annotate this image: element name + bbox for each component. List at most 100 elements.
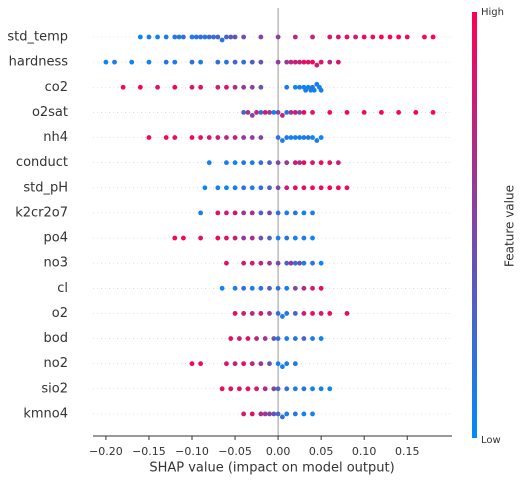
point xyxy=(310,311,315,316)
point xyxy=(275,59,281,65)
point xyxy=(379,109,384,115)
point xyxy=(249,59,255,65)
feature-label: std_temp xyxy=(7,30,68,45)
point xyxy=(275,185,281,191)
point xyxy=(236,336,242,341)
point xyxy=(258,135,264,140)
point xyxy=(189,361,195,367)
point xyxy=(103,59,109,65)
point xyxy=(275,235,281,241)
point xyxy=(198,235,204,241)
point xyxy=(271,109,277,115)
point xyxy=(297,109,303,115)
point xyxy=(318,311,324,316)
point xyxy=(430,34,436,40)
point xyxy=(318,386,324,392)
x-tick-label: −0.20 xyxy=(89,445,123,458)
point xyxy=(275,411,281,417)
point xyxy=(310,411,315,417)
point xyxy=(318,135,324,140)
point xyxy=(163,34,169,40)
point xyxy=(292,336,298,341)
point xyxy=(301,285,307,291)
feature-label: no3 xyxy=(44,256,68,271)
point xyxy=(258,210,264,216)
point xyxy=(292,311,298,316)
point xyxy=(327,185,333,191)
point xyxy=(267,285,272,291)
point xyxy=(215,210,221,216)
point xyxy=(232,361,238,367)
feature-label: po4 xyxy=(44,231,68,246)
point xyxy=(241,285,247,291)
point xyxy=(172,34,178,40)
point xyxy=(275,285,281,291)
point xyxy=(258,185,264,191)
point xyxy=(318,336,324,341)
point xyxy=(236,386,242,392)
point xyxy=(241,34,247,40)
point xyxy=(232,311,238,316)
point xyxy=(258,34,264,40)
point xyxy=(301,311,307,316)
point xyxy=(249,235,255,241)
point xyxy=(370,34,376,40)
point xyxy=(206,34,212,40)
point xyxy=(280,364,285,370)
point xyxy=(275,336,281,341)
feature-label: nh4 xyxy=(43,130,68,145)
point xyxy=(344,109,350,115)
point xyxy=(310,235,315,241)
point xyxy=(155,84,160,90)
point xyxy=(211,34,216,40)
point xyxy=(271,386,277,392)
point xyxy=(396,109,402,115)
point xyxy=(297,84,303,90)
point xyxy=(258,260,264,266)
point xyxy=(245,336,251,341)
point xyxy=(284,311,290,316)
point xyxy=(224,260,229,266)
point xyxy=(267,160,272,166)
point xyxy=(344,34,350,40)
point xyxy=(327,34,333,40)
point xyxy=(146,34,152,40)
point xyxy=(249,311,255,316)
point xyxy=(224,160,229,166)
point xyxy=(219,285,225,291)
point xyxy=(215,34,221,40)
point xyxy=(318,87,324,93)
point xyxy=(137,84,143,90)
point xyxy=(275,160,281,166)
point xyxy=(301,260,307,266)
point xyxy=(267,210,272,216)
point xyxy=(249,260,255,266)
point xyxy=(198,361,204,367)
point xyxy=(262,109,268,115)
x-tick-label: 0.10 xyxy=(352,445,377,458)
point xyxy=(258,109,264,115)
point xyxy=(301,160,307,166)
point xyxy=(241,135,247,140)
feature-label: conduct xyxy=(16,155,68,170)
point xyxy=(275,210,281,216)
point xyxy=(172,84,178,90)
point xyxy=(318,185,324,191)
point xyxy=(422,34,427,40)
point xyxy=(292,34,298,40)
point xyxy=(284,59,290,65)
point xyxy=(288,109,294,115)
point xyxy=(189,34,195,40)
point xyxy=(198,34,204,40)
point xyxy=(297,135,303,140)
point xyxy=(284,185,290,191)
point xyxy=(219,386,225,392)
point xyxy=(224,210,229,216)
point xyxy=(241,235,247,241)
colorbar-low: Low xyxy=(481,435,501,446)
point xyxy=(310,210,315,216)
point xyxy=(262,336,268,341)
point xyxy=(280,414,285,420)
point xyxy=(275,260,281,266)
point xyxy=(193,34,199,40)
